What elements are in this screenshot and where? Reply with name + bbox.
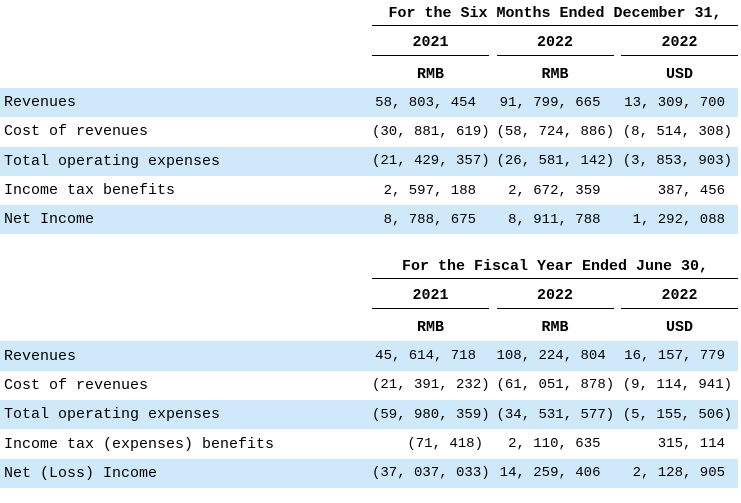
table-title: For the Fiscal Year Ended June 30, xyxy=(372,253,738,280)
column-currency-header: RMB xyxy=(416,319,444,337)
column-currency-header: RMB xyxy=(416,66,444,83)
cell-value: 8, 788, 675 xyxy=(383,211,476,228)
cell-value: 2, 128, 905 xyxy=(632,465,725,482)
column-year-header: 2022 xyxy=(621,26,738,56)
cell-value: 16, 157, 779 xyxy=(624,348,725,365)
six-months-table: For the Six Months Ended December 31, 20… xyxy=(0,0,738,235)
row-label: Total operating expenses xyxy=(4,406,221,424)
table-row: Net (Loss) Income (37, 037, 033) 14, 259, … xyxy=(0,458,738,488)
column-currency-header: RMB xyxy=(541,66,569,83)
financial-statements-sheet: For the Six Months Ended December 31, 20… xyxy=(0,0,738,488)
label-column-spacer xyxy=(0,56,372,88)
year-header-row: 2021 2022 2022 xyxy=(0,26,738,56)
column-currency-header: USD xyxy=(665,66,693,83)
cell-value: 108, 224, 804 xyxy=(496,348,606,365)
label-column-spacer xyxy=(0,253,372,279)
cell-value: (37, 037, 033) xyxy=(372,465,490,482)
row-label: Net Income xyxy=(4,211,95,229)
cell-value: (26, 581, 142) xyxy=(496,153,615,170)
cell-value: (59, 980, 359) xyxy=(372,406,490,423)
currency-header-row: RMB RMB USD xyxy=(0,309,738,341)
column-year-header: 2022 xyxy=(496,26,614,56)
cell-value: (61, 051, 878) xyxy=(496,377,615,394)
table-row: Net Income 8, 788, 675 8, 911, 788 1, 292, … xyxy=(0,205,738,235)
column-currency-header: USD xyxy=(665,319,693,337)
column-year-header: 2021 xyxy=(372,26,489,56)
label-column-spacer xyxy=(0,0,372,26)
label-column-spacer xyxy=(0,26,372,56)
cell-value: 58, 803, 454 xyxy=(375,94,476,111)
row-label: Cost of revenues xyxy=(4,376,149,394)
cell-value: (71, 418) xyxy=(407,436,483,453)
cell-value: 14, 259, 406 xyxy=(499,465,601,482)
row-label: Revenues xyxy=(4,94,77,112)
cell-value: 1, 292, 088 xyxy=(632,211,725,228)
table-row: Revenues 45, 614, 718 108, 224, 804 16, 157… xyxy=(0,341,738,371)
column-currency-header: RMB xyxy=(541,319,569,337)
row-label: Revenues xyxy=(4,347,77,365)
row-label: Total operating expenses xyxy=(4,152,221,170)
cell-value: 315, 114 xyxy=(657,436,725,453)
cell-value: 8, 911, 788 xyxy=(508,211,601,228)
table-body: Revenues 58, 803, 454 91, 799, 665 13, 309,… xyxy=(0,88,738,235)
currency-header-row: RMB RMB USD xyxy=(0,56,738,88)
table-row: Revenues 58, 803, 454 91, 799, 665 13, 309,… xyxy=(0,88,738,118)
label-column-spacer xyxy=(0,279,372,309)
cell-value: 2, 110, 635 xyxy=(508,436,601,453)
table-title: For the Six Months Ended December 31, xyxy=(372,0,738,26)
cell-value: 2, 672, 359 xyxy=(508,182,601,199)
table-row: Cost of revenues (30, 881, 619) (58, 724, … xyxy=(0,117,738,146)
cell-value: (8, 514, 308) xyxy=(622,123,732,140)
cell-value: 13, 309, 700 xyxy=(624,94,725,111)
cell-value: 91, 799, 665 xyxy=(499,94,601,111)
table-row: Income tax benefits 2, 597, 188 2, 672, 35… xyxy=(0,176,738,205)
table-row: Income tax (expenses) benefits (71, 418) 2… xyxy=(0,429,738,458)
row-label: Net (Loss) Income xyxy=(4,464,158,482)
table-row: Total operating expenses (21, 429, 357) (2… xyxy=(0,146,738,176)
table-row: Cost of revenues (21, 391, 232) (61, 051, … xyxy=(0,371,738,400)
table-title-row: For the Six Months Ended December 31, xyxy=(0,0,738,26)
cell-value: (21, 391, 232) xyxy=(372,377,490,394)
row-label: Cost of revenues xyxy=(4,123,149,141)
row-label: Income tax (expenses) benefits xyxy=(4,435,275,453)
column-year-header: 2022 xyxy=(621,279,738,310)
cell-value: (30, 881, 619) xyxy=(372,123,490,140)
fiscal-year-table: For the Fiscal Year Ended June 30, 2021 … xyxy=(0,253,738,488)
cell-value: 387, 456 xyxy=(657,182,725,199)
year-header-row: 2021 2022 2022 xyxy=(0,279,738,310)
cell-value: 45, 614, 718 xyxy=(375,348,476,365)
cell-value: (3, 853, 903) xyxy=(622,153,732,170)
table-row: Total operating expenses (59, 980, 359) (3… xyxy=(0,400,738,430)
table-body: Revenues 45, 614, 718 108, 224, 804 16, 157… xyxy=(0,341,738,488)
table-title-row: For the Fiscal Year Ended June 30, xyxy=(0,253,738,280)
cell-value: (9, 114, 941) xyxy=(622,377,732,394)
cell-value: (21, 429, 357) xyxy=(372,153,490,170)
cell-value: (58, 724, 886) xyxy=(496,123,615,140)
column-year-header: 2021 xyxy=(372,279,489,310)
row-label: Income tax benefits xyxy=(4,182,176,200)
cell-value: 2, 597, 188 xyxy=(383,182,476,199)
column-year-header: 2022 xyxy=(496,279,614,310)
cell-value: (5, 155, 506) xyxy=(622,406,732,423)
cell-value: (34, 531, 577) xyxy=(496,406,615,423)
label-column-spacer xyxy=(0,309,372,341)
